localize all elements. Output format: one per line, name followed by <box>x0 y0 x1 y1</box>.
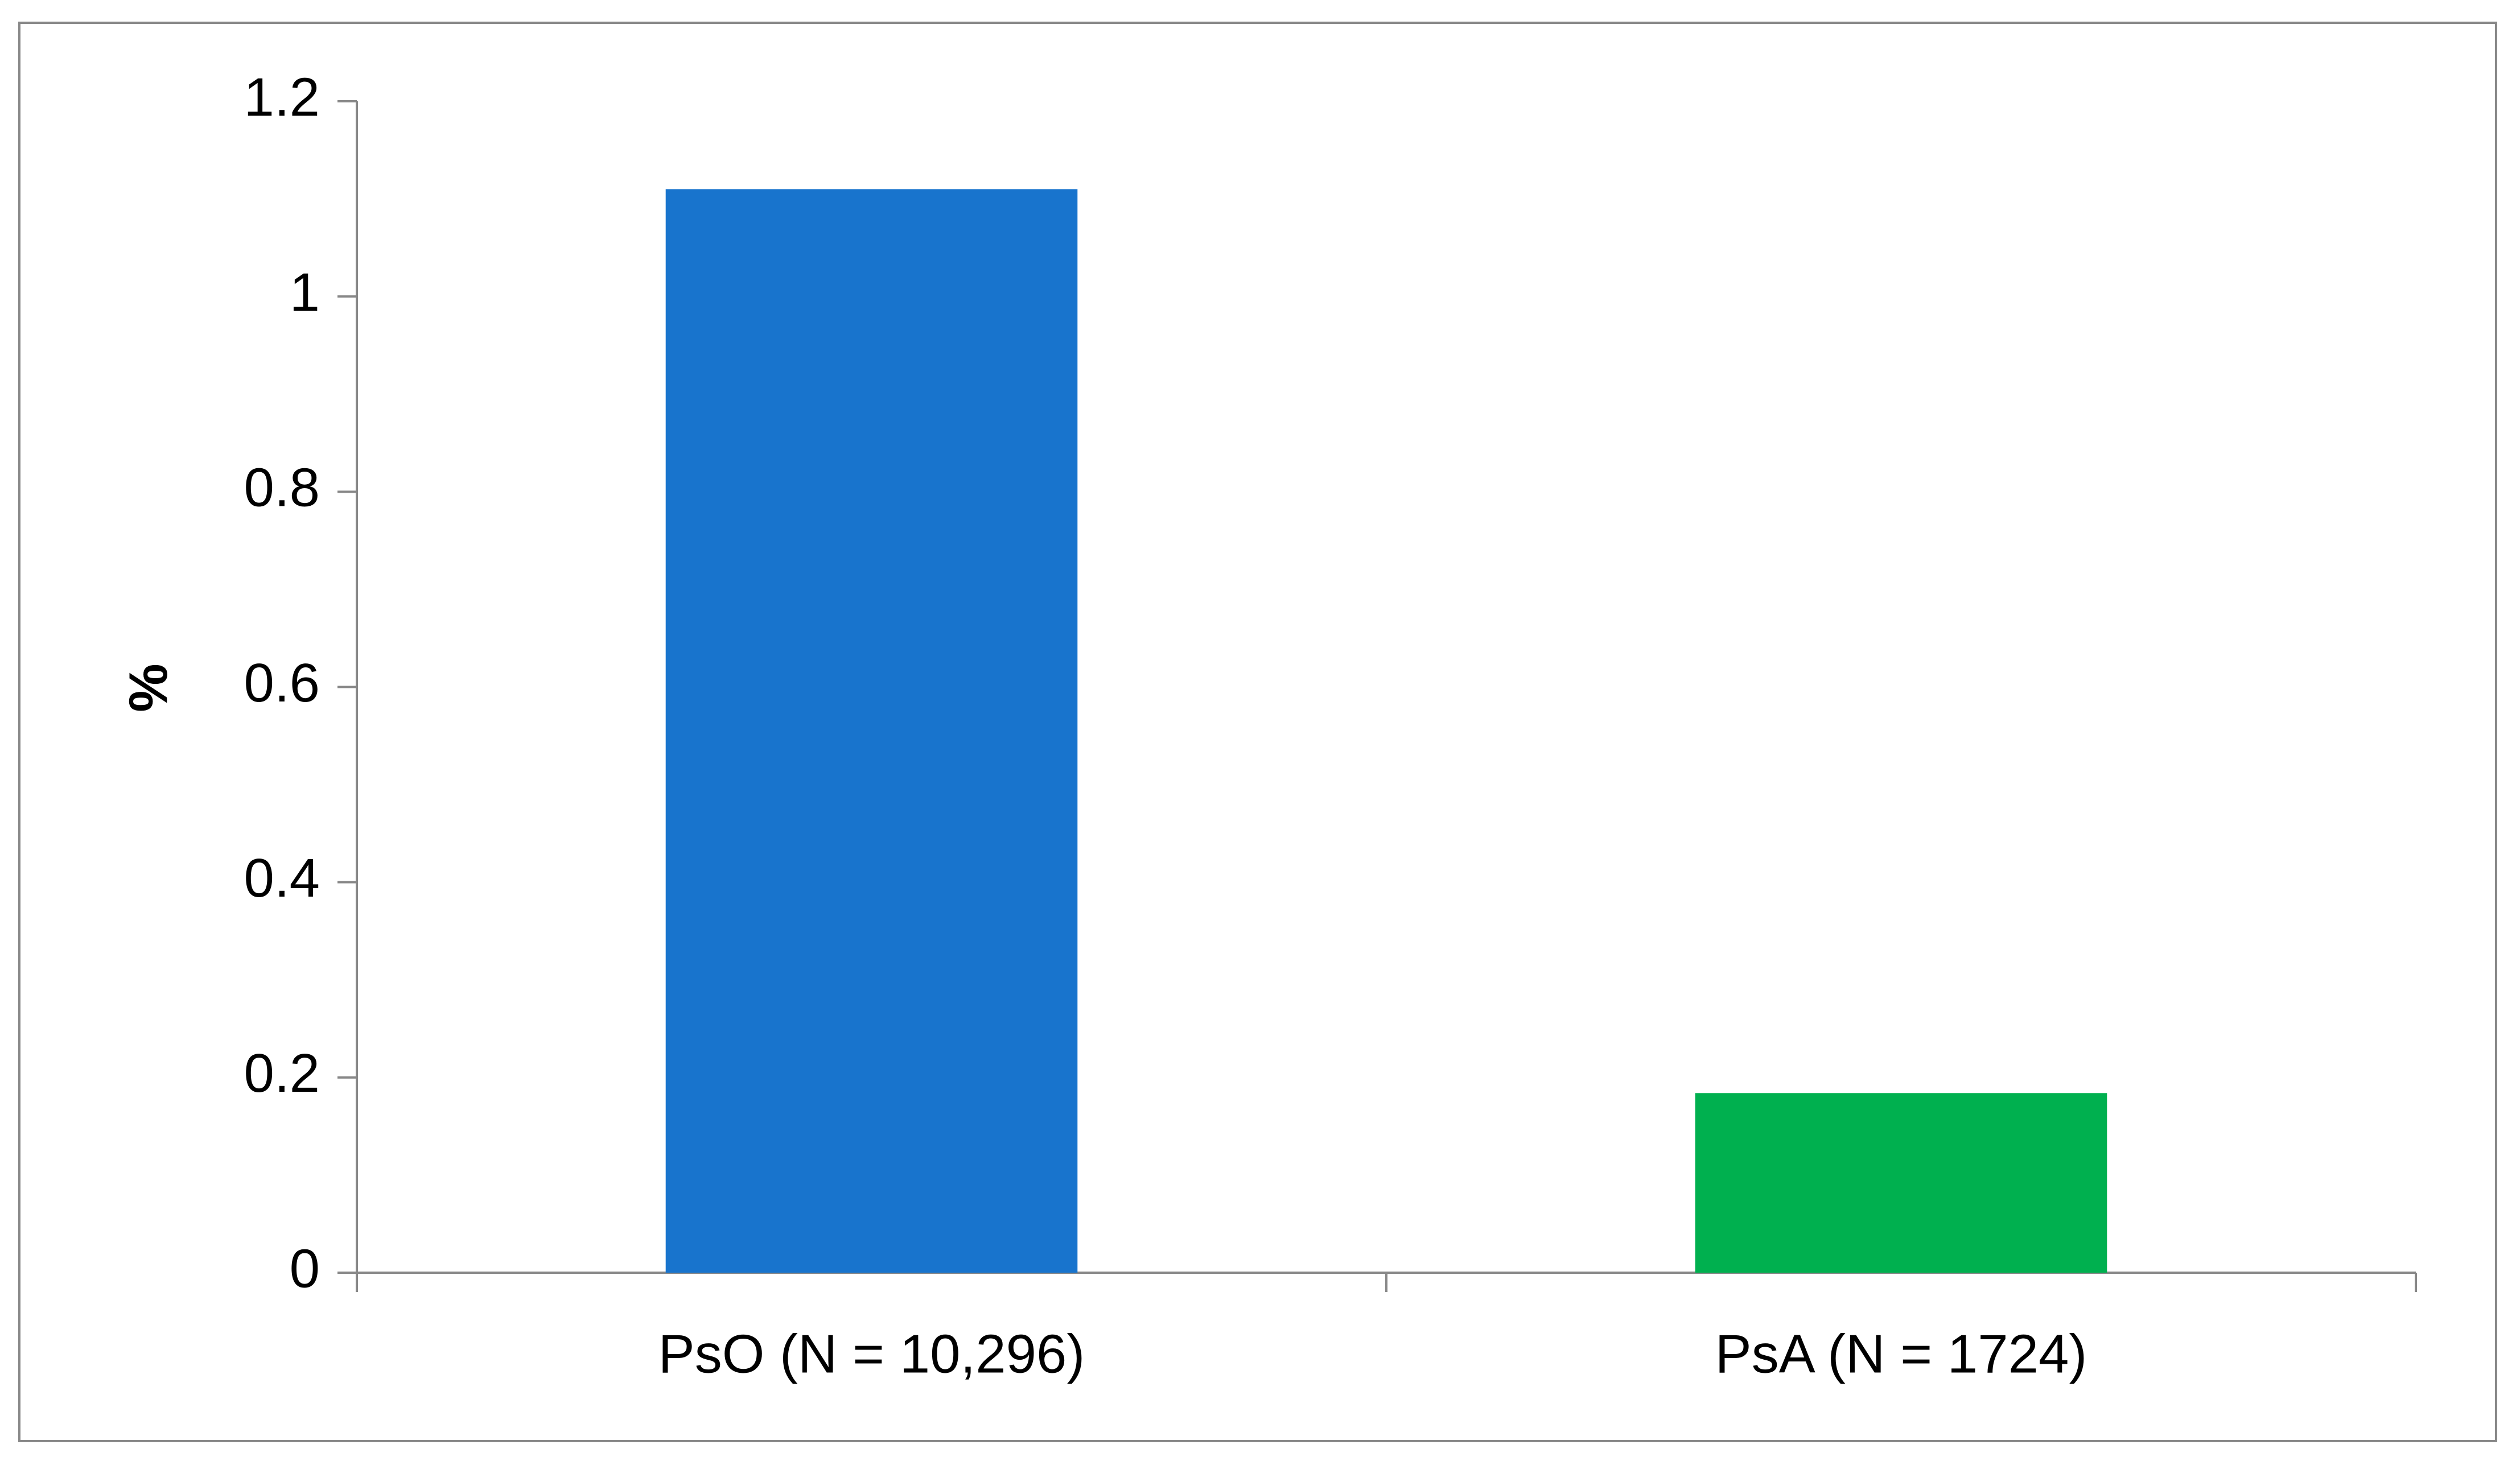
y-tick-label: 0.8 <box>244 457 320 518</box>
y-axis-label: % <box>118 663 179 712</box>
chart-frame <box>18 22 2497 1442</box>
x-tick-label: PsO (N = 10,296) <box>658 1323 1085 1384</box>
y-tick-label: 0.6 <box>244 653 320 713</box>
y-tick-label: 1 <box>290 262 320 323</box>
y-tick-label: 0.2 <box>244 1043 320 1104</box>
y-tick-label: 1.2 <box>244 67 320 127</box>
x-tick-label: PsA (N = 1724) <box>1715 1323 2087 1384</box>
y-tick-label: 0 <box>290 1238 320 1299</box>
bar <box>1695 1093 2107 1273</box>
y-tick-label: 0.4 <box>244 848 320 909</box>
bar <box>665 189 1078 1273</box>
